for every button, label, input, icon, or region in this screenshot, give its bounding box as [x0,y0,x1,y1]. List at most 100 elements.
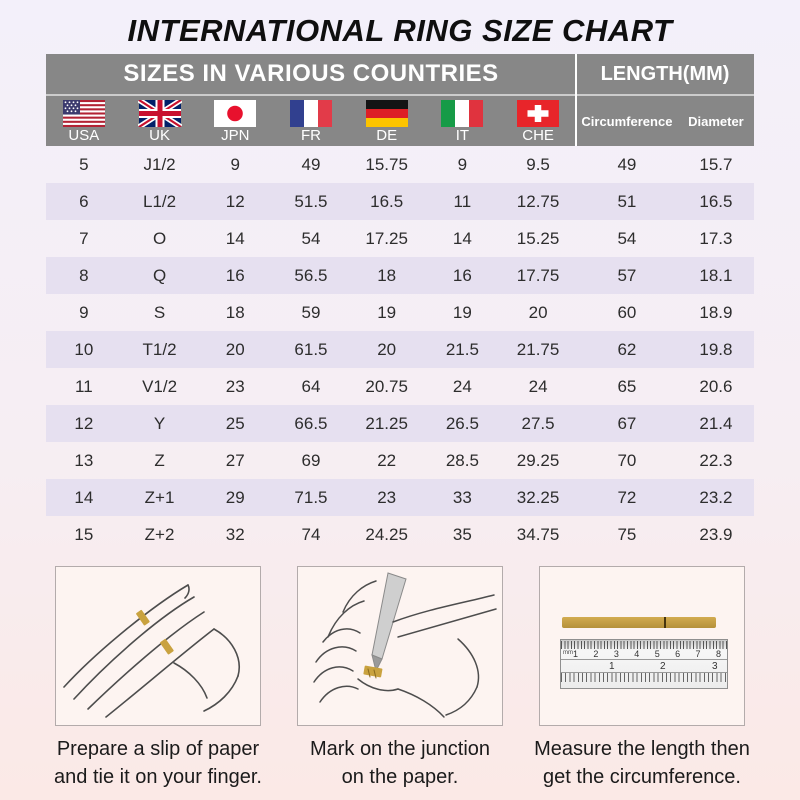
table-cell: 17.75 [516,265,560,285]
table-cell: 7 [79,228,89,248]
table-cell: 5 [79,154,89,174]
table-cell: 19 [377,302,397,322]
uk-flag-icon [137,99,182,127]
table-cell: 24.25 [365,524,408,544]
caption-line: Measure the length then [534,738,750,760]
country-code-label: DE [376,126,398,144]
table-cell: Q [152,265,167,285]
ruler: mm 1 2 3 4 5 6 7 8 1 2 3 [560,639,728,689]
instruction-step-3: mm 1 2 3 4 5 6 7 8 1 2 3 [528,566,756,792]
table-cell: 72 [617,487,637,507]
table-header: SIZES IN VARIOUS COUNTRIES LENGTH(MM) [46,54,754,146]
table-cell: 11 [75,376,93,396]
table-cell: 18 [377,265,397,285]
instruction-caption: Measure the length then get the circumfe… [534,735,750,792]
table-row: 7 O 14 54 17.25 14 15.25 54 17.3 [46,220,754,257]
table-cell: 22 [377,450,397,470]
table-cell: 16.5 [699,191,733,211]
column-header-usa: USA [46,96,122,146]
table-cell: 29.25 [516,450,560,470]
table-cell: 12 [74,413,94,433]
table-cell: V1/2 [142,376,178,396]
table-cell: 59 [301,302,321,322]
table-cell: 23 [225,376,245,396]
table-cell: Y [153,413,166,433]
country-code-label: UK [149,126,170,144]
table-cell: 20.75 [365,376,408,396]
table-cell: 60 [617,302,637,322]
table-cell: Z+2 [144,524,175,544]
table-cell: 12.75 [516,191,560,211]
illustration-box: mm 1 2 3 4 5 6 7 8 1 2 3 [539,566,745,726]
instructions: Prepare a slip of paper and tie it on yo… [44,566,756,792]
table-cell: 49 [617,154,637,174]
table-cell: 35 [452,524,472,544]
table-cell: Z+1 [144,487,175,507]
table-cell: 16 [225,265,245,285]
table-cell: 75 [617,524,637,544]
table-cell: 27.5 [521,413,555,433]
caption-line: Prepare a slip of paper [56,738,260,760]
column-header-de: DE [349,96,425,146]
table-cell: 54 [301,228,321,248]
country-code-label: CHE [522,126,554,144]
circumference-column-header: Circumference [581,113,673,129]
table-cell: 24 [452,376,472,396]
table-cell: 26.5 [445,413,479,433]
table-cell: S [153,302,166,322]
table-cell: 67 [617,413,637,433]
illustration-box [55,566,261,726]
table-cell: 15.7 [699,154,733,174]
table-cell: 8 [79,265,89,285]
table-cell: 15 [74,524,94,544]
ruler-unit-label: mm [563,650,573,656]
table-cell: 21.75 [516,339,560,359]
table-row: 14 Z+1 29 71.5 23 33 32.25 72 23.2 [46,479,754,516]
italy-flag-icon [441,99,484,127]
table-cell: 6 [79,191,89,211]
france-flag-icon [289,99,332,127]
germany-flag-icon [365,99,408,127]
table-cell: J1/2 [143,154,176,174]
table-cell: 20 [528,302,548,322]
paper-strip [562,617,716,628]
table-cell: 16 [452,265,472,285]
table-cell: 22.3 [699,450,733,470]
column-header-uk: UK [122,96,198,146]
ruler-inch-ticks [561,673,727,682]
switzerland-flag-icon [517,99,560,127]
instruction-step-2: Mark on the junction on the paper. [286,566,514,792]
table-cell: 14 [74,487,94,507]
table-cell: 65 [617,376,637,396]
table-cell: 70 [617,450,637,470]
table-cell: 61.5 [294,339,328,359]
table-row: 15 Z+2 32 74 24.25 35 34.75 75 23.9 [46,516,754,553]
diameter-column-header: Diameter [688,113,744,129]
table-cell: 32.25 [516,487,560,507]
table-cell: 15.25 [516,228,560,248]
table-row: 13 Z 27 69 22 28.5 29.25 70 22.3 [46,442,754,479]
caption-line: Mark on the junction [309,738,491,760]
table-cell: 13 [74,450,94,470]
table-cell: 10 [74,339,94,359]
table-cell: 54 [617,228,637,248]
table-cell: 34.75 [516,524,560,544]
table-cell: 32 [225,524,245,544]
ruler-inch-numbers: 1 2 3 [561,660,727,673]
table-cell: 14 [452,228,472,248]
length-header: LENGTH(MM) [600,62,730,85]
table-row: 10 T1/2 20 61.5 20 21.5 21.75 62 19.8 [46,331,754,368]
table-body: 5 J1/2 9 49 15.75 9 9.5 49 15.7 6 L1/2 12 51.5 16.5 11… [46,146,754,553]
column-header-fr: FR [273,96,349,146]
table-cell: 19.8 [699,339,733,359]
column-header-jpn: JPN [197,96,273,146]
table-row: 6 L1/2 12 51.5 16.5 11 12.75 51 16.5 [46,183,754,220]
instruction-caption: Prepare a slip of paper and tie it on yo… [54,735,262,792]
table-cell: 15.75 [365,154,408,174]
ring-size-table: SIZES IN VARIOUS COUNTRIES LENGTH(MM) [46,54,754,553]
table-cell: 23 [377,487,397,507]
table-cell: 20 [377,339,397,359]
table-cell: 49 [301,154,321,174]
instruction-step-1: Prepare a slip of paper and tie it on yo… [44,566,272,792]
hand-with-paper-strip-illustration [63,584,240,718]
